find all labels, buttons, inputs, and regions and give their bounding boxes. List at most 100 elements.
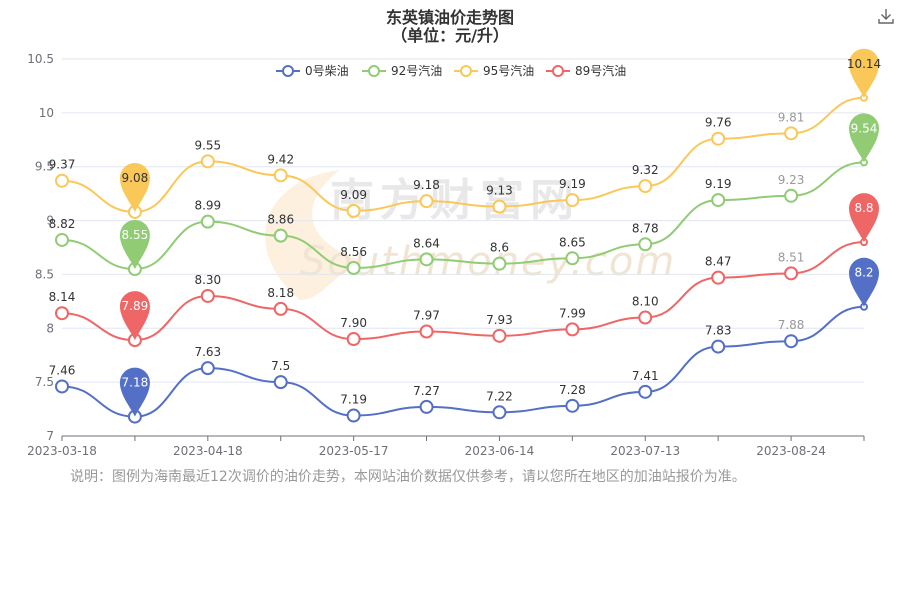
footnote: 说明：图例为海南最近12次调价的油价走势，本网站油价数据仅供参考，请以您所在地区… [70, 469, 746, 485]
legend-label: 95号汽油 [483, 63, 534, 78]
y-tick-label: 10.5 [27, 52, 54, 66]
svg-text:Southmoney.com: Southmoney.com [300, 239, 676, 285]
series-1: 8.82 8.99 8.86 8.56 8.64 8.6 8.65 8.78 9.19 9.23 [49, 158, 868, 277]
data-label: 7.90 [340, 316, 367, 330]
data-label: 8.47 [705, 255, 732, 269]
markpoint-pin: 8.8 [849, 193, 879, 243]
data-label: 8.56 [340, 245, 367, 259]
data-point [565, 322, 580, 337]
data-label: 7.88 [778, 318, 805, 332]
data-label: 9.13 [486, 184, 513, 198]
data-point [273, 301, 288, 316]
data-label: 8.78 [632, 221, 659, 235]
x-tick-label: 2023-06-14 [465, 444, 535, 458]
data-point [273, 228, 288, 243]
y-tick-label: 8.5 [35, 267, 54, 281]
data-label: 7.22 [486, 389, 513, 403]
markpoint-pin: 8.55 [119, 220, 150, 270]
data-point [784, 188, 799, 203]
data-point [419, 194, 434, 209]
data-label: 8.99 [194, 199, 221, 213]
data-label: 9.09 [340, 188, 367, 202]
data-label: 7.83 [705, 324, 732, 338]
grid [62, 58, 864, 383]
markpoint-pin: 7.89 [119, 291, 150, 341]
markpoint-label: 8.55 [122, 228, 149, 242]
data-label: 8.64 [413, 236, 440, 250]
chart-title: 东英镇油价走势图 [385, 8, 514, 27]
series-3: 8.14 8.30 8.18 7.90 7.97 7.93 7.99 8.10 8.47 8.51 [49, 238, 868, 348]
legend-item[interactable]: 89号汽油 [546, 63, 626, 78]
data-label: 9.76 [705, 116, 732, 130]
legend-item[interactable]: 0号柴油 [276, 64, 349, 78]
series-line [61, 161, 865, 271]
x-tick-label: 2023-05-17 [319, 444, 389, 458]
y-tick-label: 9.5 [35, 160, 54, 174]
data-label: 7.97 [413, 309, 440, 323]
data-label: 9.19 [705, 177, 732, 191]
series-line [61, 305, 865, 418]
markpoint-shape [119, 367, 150, 417]
data-point [492, 405, 507, 420]
data-label: 9.81 [778, 110, 805, 124]
data-point [638, 237, 653, 252]
data-label: 7.63 [194, 345, 221, 359]
series-2: 9.37 9.55 9.42 9.09 9.18 9.13 9.19 9.32 9.76 9.81 [49, 93, 868, 219]
markpoint-pin: 9.54 [849, 113, 879, 163]
data-label: 7.5 [271, 359, 290, 373]
data-label: 9.19 [559, 177, 586, 191]
legend-item[interactable]: 92号汽油 [362, 63, 442, 78]
data-label: 7.41 [632, 369, 659, 383]
legend-marker [552, 65, 564, 77]
markpoint-pin: 7.18 [119, 367, 150, 417]
legend[interactable]: 0号柴油 92号汽油 95号汽油 89号汽油 [276, 63, 626, 78]
data-point [784, 266, 799, 281]
markpoint-label: 10.14 [847, 57, 881, 71]
data-label: 9.55 [194, 138, 221, 152]
markpoint-label: 9.54 [851, 121, 878, 135]
data-label: 8.30 [194, 273, 221, 287]
data-point [711, 131, 726, 146]
markpoint-label: 7.89 [122, 299, 149, 313]
data-point [346, 203, 361, 218]
data-label: 9.37 [49, 158, 76, 172]
data-label: 8.6 [490, 241, 509, 255]
y-tick-label: 7 [46, 429, 54, 443]
series-group: 7.467.637.57.197.27 7.22 7.287.417.83 7.888… [49, 93, 868, 424]
data-point [346, 260, 361, 275]
data-label: 9.42 [267, 152, 294, 166]
data-point [55, 379, 69, 394]
svg-text:南方财富网: 南方财富网 [330, 175, 580, 226]
y-tick-label: 10 [39, 106, 54, 120]
data-point [273, 168, 288, 183]
data-point [200, 214, 215, 229]
markpoints: 7.18 8.2 8.55 9.54 9.08 10.14 7.89 8.8 [119, 48, 881, 417]
markpoint-shape [849, 193, 879, 243]
data-point [492, 199, 507, 214]
download-icon[interactable] [876, 6, 896, 26]
x-tick-label: 2023-04-18 [173, 444, 243, 458]
markpoint-shape [849, 257, 879, 307]
watermark: 南方财富网 Southmoney.com [265, 170, 676, 300]
data-point [784, 334, 799, 349]
data-label: 7.28 [559, 383, 586, 397]
chart-subtitle: （单位：元/升） [391, 26, 509, 45]
data-label: 7.19 [340, 393, 367, 407]
data-label: 8.10 [632, 295, 659, 309]
data-label: 7.99 [559, 306, 586, 320]
data-point [638, 310, 653, 325]
series-0: 7.46 7.63 7.5 7.19 7.27 7.22 7.28 7.41 7.83 7.88 [49, 302, 868, 424]
markpoint-pin: 8.2 [849, 257, 879, 307]
data-point [200, 288, 215, 303]
y-tick-label: 7.5 [35, 375, 54, 389]
data-label: 8.82 [49, 217, 76, 231]
legend-label: 92号汽油 [391, 63, 442, 78]
markpoint-pin: 9.08 [119, 162, 150, 212]
markpoint-pin: 10.14 [847, 48, 881, 98]
markpoint-label: 8.8 [854, 201, 873, 215]
data-label: 9.18 [413, 178, 440, 192]
data-point [492, 328, 507, 343]
legend-item[interactable]: 95号汽油 [454, 63, 534, 78]
legend-marker [460, 65, 472, 77]
data-point [711, 339, 726, 354]
